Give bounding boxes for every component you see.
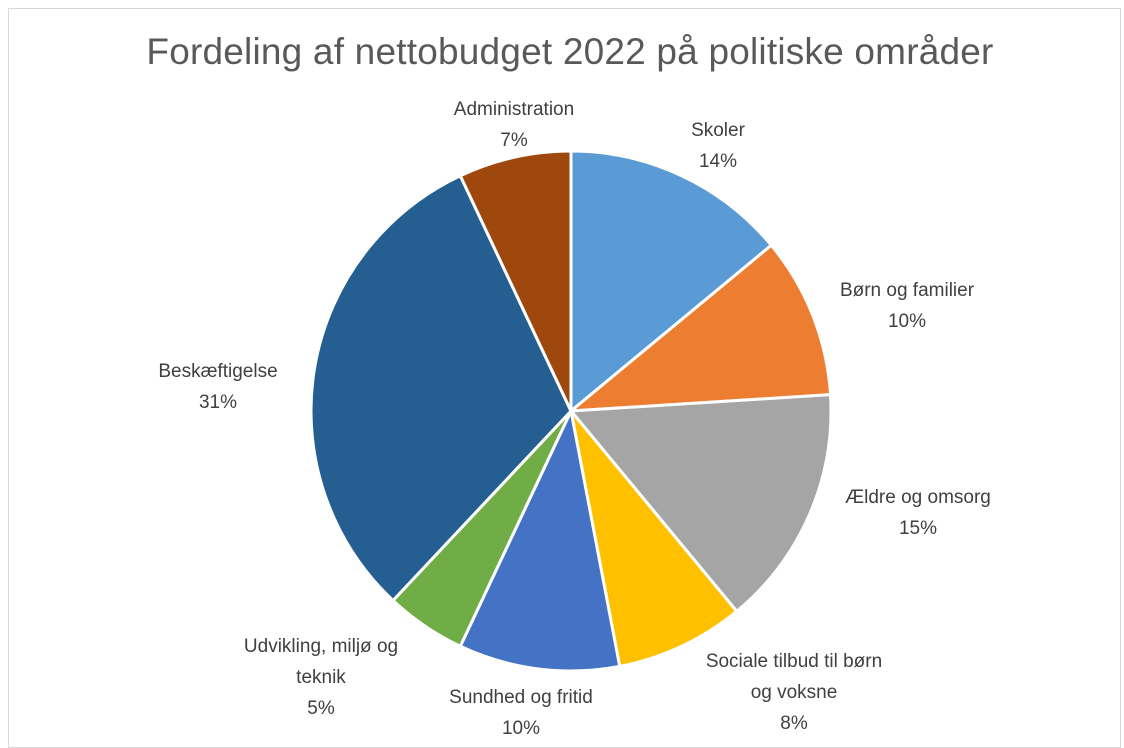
- slice-category: Børn og familier: [840, 280, 975, 301]
- slice-label-sundhed-og-fritid: Sundhed og fritid 10%: [449, 687, 593, 738]
- pie-slice-born-og-familier: [569, 243, 832, 413]
- slice-category: Sociale tilbud til børn: [706, 651, 882, 672]
- slice-percent: 8%: [780, 713, 808, 734]
- slice-percent: 15%: [899, 518, 937, 539]
- slice-percent: 5%: [307, 698, 335, 719]
- pie-slices: [309, 149, 833, 673]
- pie-slice-beskaeftigelse: [309, 174, 573, 603]
- slice-category: Udvikling, miljø og: [244, 636, 398, 657]
- slice-percent: 7%: [500, 130, 528, 151]
- chart-title: Fordeling af nettobudget 2022 på politis…: [146, 31, 994, 72]
- pie-slice-sundhed-og-fritid: [458, 409, 622, 673]
- pie-slice-skoler: [569, 149, 773, 413]
- pie-labels: Skoler 14% Børn og familier 10% Ældre og oms…: [158, 99, 991, 738]
- slice-category: Administration: [454, 99, 574, 120]
- slice-label-beskaeftigelse: Beskæftigelse 31%: [158, 361, 277, 413]
- slice-percent: 14%: [699, 151, 737, 172]
- slice-label-sociale-tilbud-til-born-og-voksne: Sociale tilbud til børn og voksne 8%: [706, 651, 882, 734]
- slice-label-skoler: Skoler 14%: [691, 120, 746, 172]
- slice-category: Sundhed og fritid: [449, 687, 593, 708]
- slice-label-aeldre-og-omsorg: Ældre og omsorg 15%: [845, 487, 991, 539]
- slice-category: teknik: [296, 667, 346, 688]
- slice-percent: 10%: [502, 718, 540, 738]
- slice-category: Skoler: [691, 120, 746, 141]
- slice-label-born-og-familier: Børn og familier 10%: [840, 280, 975, 332]
- slice-category: Ældre og omsorg: [845, 487, 991, 508]
- slice-label-udvikling-miljo-og-teknik: Udvikling, miljø og teknik 5%: [244, 636, 398, 719]
- pie-slice-sociale-tilbud-til-born-og-voksne: [569, 409, 739, 668]
- pie-slice-administration: [458, 149, 573, 413]
- pie-slice-aeldre-og-omsorg: [569, 393, 833, 613]
- slice-percent: 10%: [888, 311, 926, 332]
- slice-percent: 31%: [199, 392, 237, 413]
- slice-category: og voksne: [751, 682, 838, 703]
- slice-category: Beskæftigelse: [158, 361, 277, 382]
- slice-label-administration: Administration 7%: [454, 99, 574, 151]
